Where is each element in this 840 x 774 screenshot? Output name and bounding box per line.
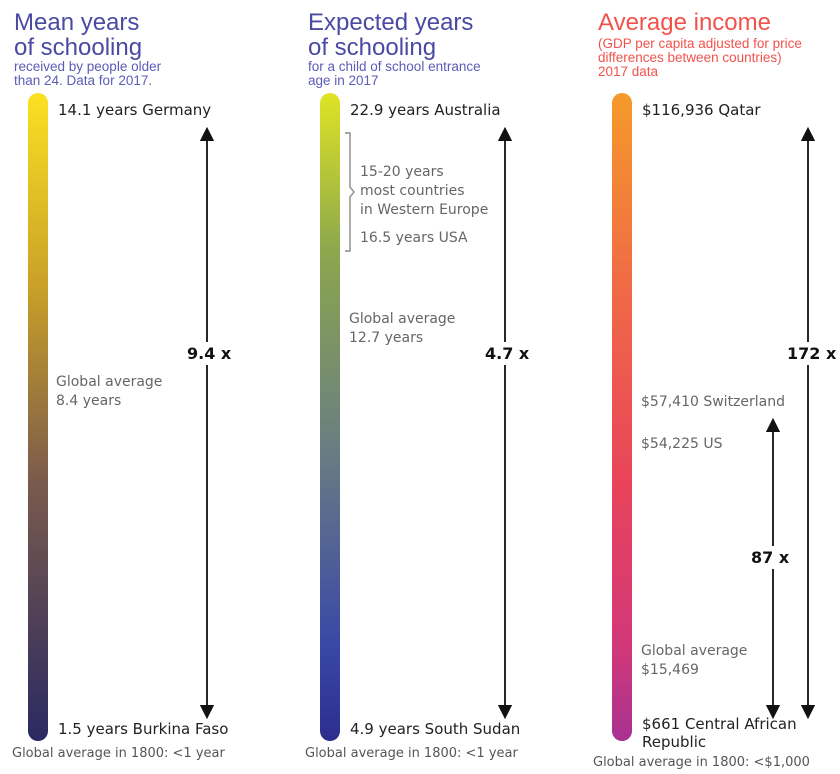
panel-subtitle-line: received by people older xyxy=(14,59,162,74)
panel-subtitle-line: differences between countries) xyxy=(598,50,782,65)
max-label-expected-schooling: 22.9 years Australia xyxy=(350,101,501,119)
global-average-line: $15,469 xyxy=(641,662,699,678)
bracket-line: in Western Europe xyxy=(360,202,489,218)
switzerland-label: $57,410 Switzerland xyxy=(641,394,786,410)
range-bar-expected-schooling xyxy=(320,93,340,741)
panel-subtitle-mean-schooling: received by people older than 24. Data f… xyxy=(14,60,161,88)
ratio-label-expected-schooling: 4.7 x xyxy=(485,342,530,365)
panel-title-line: Expected years xyxy=(308,9,474,36)
western-europe-label: 15-20 years most countries in Western Eu… xyxy=(360,163,488,220)
range-bar-mean-schooling xyxy=(28,93,48,741)
panel-title-line: of schooling xyxy=(14,34,143,61)
us-label: $54,225 US xyxy=(641,436,723,452)
global-average-line: 12.7 years xyxy=(349,330,424,346)
footnote-expected-schooling: Global average in 1800: <1 year xyxy=(305,746,518,761)
min-label-expected-schooling: 4.9 years South Sudan xyxy=(350,720,521,738)
panel-subtitle-average-income: (GDP per capita adjusted for price diffe… xyxy=(598,37,802,79)
panel-subtitle-line: 2017 data xyxy=(598,64,659,79)
global-average-line: Global average xyxy=(349,311,456,327)
global-average-mean-schooling: Global average 8.4 years xyxy=(56,373,162,411)
panel-subtitle-line: than 24. Data for 2017. xyxy=(14,73,153,88)
panel-subtitle-line: for a child of school entrance xyxy=(308,59,481,74)
ratio-label-average-income: 172 x xyxy=(787,342,837,365)
usa-label-expected-schooling: 16.5 years USA xyxy=(360,230,468,246)
global-average-line: Global average xyxy=(56,374,163,390)
ratio-label-mean-schooling: 9.4 x xyxy=(187,342,232,365)
western-europe-bracket xyxy=(345,132,355,252)
min-label-line: Republic xyxy=(642,733,707,751)
panel-title-line: Average income xyxy=(598,9,771,36)
panel-subtitle-line: (GDP per capita adjusted for price xyxy=(598,36,802,51)
global-average-expected-schooling: Global average 12.7 years xyxy=(349,310,455,348)
ratio-label-switzerland: 87 x xyxy=(751,546,790,569)
panel-title-average-income: Average income xyxy=(598,10,771,35)
max-label-mean-schooling: 14.1 years Germany xyxy=(58,101,212,119)
panel-title-line: of schooling xyxy=(308,34,437,61)
panel-title-mean-schooling: Mean years of schooling xyxy=(14,10,142,60)
panel-title-expected-schooling: Expected years of schooling xyxy=(308,10,473,60)
global-average-average-income: Global average $15,469 xyxy=(641,642,747,680)
panel-title-line: Mean years xyxy=(14,9,140,36)
bracket-line: 15-20 years xyxy=(360,164,444,180)
footnote-average-income: Global average in 1800: <$1,000 xyxy=(593,755,810,770)
min-label-average-income: $661 Central African Republic xyxy=(642,715,797,751)
global-average-line: 8.4 years xyxy=(56,393,122,409)
panel-subtitle-line: age in 2017 xyxy=(308,73,379,88)
max-label-average-income: $116,936 Qatar xyxy=(642,101,761,119)
global-average-line: Global average xyxy=(641,643,748,659)
range-bar-average-income xyxy=(612,93,632,741)
footnote-mean-schooling: Global average in 1800: <1 year xyxy=(12,746,225,761)
bracket-line: most countries xyxy=(360,183,465,199)
min-label-mean-schooling: 1.5 years Burkina Faso xyxy=(58,720,229,738)
min-label-line: $661 Central African xyxy=(642,715,797,733)
panel-subtitle-expected-schooling: for a child of school entrance age in 20… xyxy=(308,60,481,88)
